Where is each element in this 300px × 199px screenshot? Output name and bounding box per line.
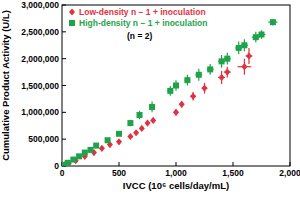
x-tick-label: 2,000	[279, 168, 300, 178]
y-tick-label: 1,000,000	[21, 107, 59, 117]
point	[190, 93, 196, 100]
annotation: (n = 2)	[127, 31, 152, 41]
y-tick-label: 1,500,000	[21, 81, 59, 91]
point	[219, 58, 225, 64]
point	[224, 56, 230, 62]
point	[241, 63, 247, 70]
point	[167, 88, 173, 94]
point	[145, 119, 151, 126]
y-tick	[62, 58, 66, 59]
point	[137, 112, 143, 118]
point	[219, 74, 225, 81]
point	[173, 83, 179, 89]
point	[133, 129, 139, 136]
point	[82, 150, 88, 156]
point	[116, 131, 122, 137]
y-axis-label: Cumulative Product Activity (U/L)	[0, 10, 11, 161]
x-tick	[176, 162, 177, 166]
point	[236, 45, 242, 51]
chart: 0 500 1,000 1,500 2,000 0 500,000 1,000,000 1,50…	[0, 0, 300, 199]
point	[70, 157, 76, 163]
point	[196, 72, 202, 78]
legend-marker	[69, 8, 75, 15]
point	[179, 101, 185, 108]
y-tick-label: 500,000	[28, 134, 59, 144]
point	[259, 32, 265, 38]
x-tick-label: 500	[112, 168, 126, 178]
point	[184, 77, 190, 83]
x-tick-label: 1,500	[222, 168, 244, 178]
point	[116, 138, 122, 145]
point	[246, 52, 252, 59]
series	[62, 48, 252, 166]
point	[99, 145, 105, 152]
point	[224, 68, 230, 75]
x-tick	[290, 162, 291, 166]
x-axis-label: IVCC (10⁶ cells/day/mL)	[123, 180, 229, 191]
y-tick	[62, 112, 66, 113]
y-tick	[62, 31, 66, 32]
y-tick-label: 2,500,000	[21, 27, 59, 37]
point	[270, 19, 276, 25]
point	[65, 160, 71, 166]
point	[88, 147, 94, 153]
point	[127, 133, 133, 140]
point	[150, 117, 156, 124]
x-tick	[233, 162, 234, 166]
point	[76, 153, 82, 159]
point	[139, 125, 145, 132]
y-tick-label: 3,000,000	[21, 0, 59, 10]
x-tick-label: 1,000	[165, 168, 187, 178]
point	[202, 85, 208, 92]
y-tick	[62, 85, 66, 86]
point	[149, 104, 155, 110]
point	[241, 42, 247, 48]
point	[93, 143, 99, 149]
point	[127, 120, 133, 126]
x-tick-label: 0	[60, 168, 65, 178]
y-tick	[62, 139, 66, 140]
y-tick-label: 2,000,000	[21, 54, 59, 64]
legend-marker	[69, 20, 75, 26]
legend: Low-density n − 1 + inoculationHigh-dens…	[69, 7, 207, 28]
point	[173, 109, 179, 116]
y-tick-label: 0	[54, 161, 59, 171]
series	[62, 19, 277, 166]
x-tick	[119, 162, 120, 166]
legend-label: Low-density n − 1 + inoculation	[79, 7, 206, 17]
legend-label: High-density n − 1 + inoculation	[79, 18, 207, 28]
point	[105, 137, 111, 143]
plot-frame	[62, 5, 290, 166]
point	[207, 66, 213, 72]
y-tick	[62, 5, 66, 6]
plot-area	[62, 19, 277, 166]
